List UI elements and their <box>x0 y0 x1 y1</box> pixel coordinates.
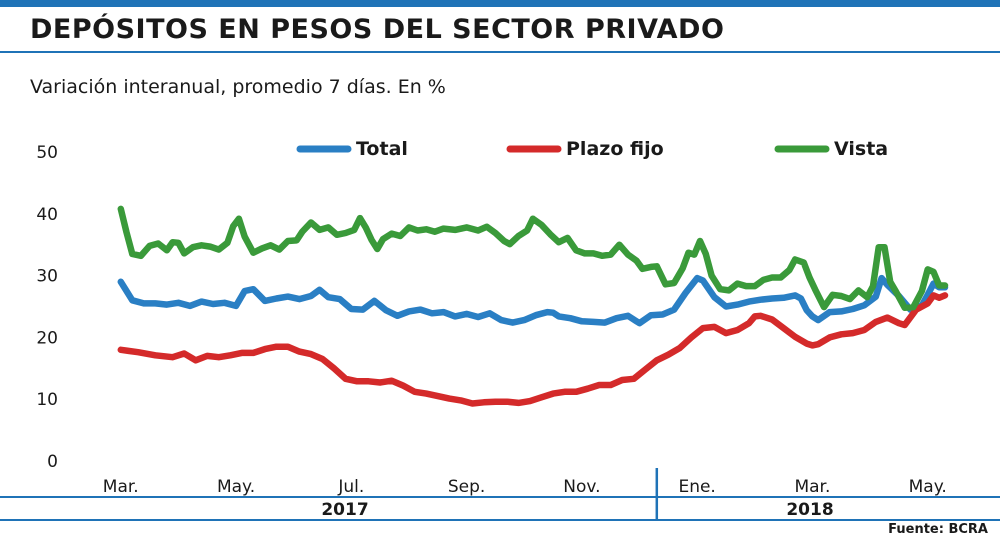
x-tick-label: Mar. <box>103 477 139 497</box>
series-layer <box>117 205 949 407</box>
x-tick-label: Jul. <box>337 477 364 497</box>
year-label: 2018 <box>786 500 833 520</box>
x-axis: Mar. May. Jul. Sep. Nov. Ene. Mar. May. 2017 2018 <box>0 468 1000 521</box>
y-axis: 0 10 20 30 40 50 <box>36 143 58 472</box>
series-line-vista <box>117 205 949 311</box>
y-tick-label: 40 <box>36 205 58 225</box>
x-tick-label: Mar. <box>794 477 830 497</box>
x-tick-label: Nov. <box>563 477 600 497</box>
legend-label-total: Total <box>356 138 408 160</box>
legend-label-plazo-fijo: Plazo fijo <box>566 138 664 160</box>
y-tick-label: 0 <box>47 452 58 472</box>
series-line-total <box>117 274 949 327</box>
top-accent-rule <box>0 0 1000 7</box>
year-label: 2017 <box>321 500 368 520</box>
x-tick-label: May. <box>909 477 947 497</box>
y-tick-label: 10 <box>36 390 58 410</box>
legend: Total Plazo fijo Vista <box>296 138 888 160</box>
series-line-plazo-fijo <box>117 292 949 407</box>
y-tick-label: 50 <box>36 143 58 163</box>
y-tick-label: 20 <box>36 328 58 348</box>
chart-subtitle: Variación interanual, promedio 7 días. E… <box>30 76 446 98</box>
x-tick-label: Sep. <box>448 477 485 497</box>
chart-title: DEPÓSITOS EN PESOS DEL SECTOR PRIVADO <box>30 14 725 45</box>
x-tick-label: Ene. <box>678 477 715 497</box>
title-underline <box>0 51 1000 53</box>
source-note: Fuente: BCRA <box>888 522 988 537</box>
x-tick-label: May. <box>217 477 255 497</box>
y-tick-label: 30 <box>36 267 58 287</box>
legend-label-vista: Vista <box>834 138 888 160</box>
